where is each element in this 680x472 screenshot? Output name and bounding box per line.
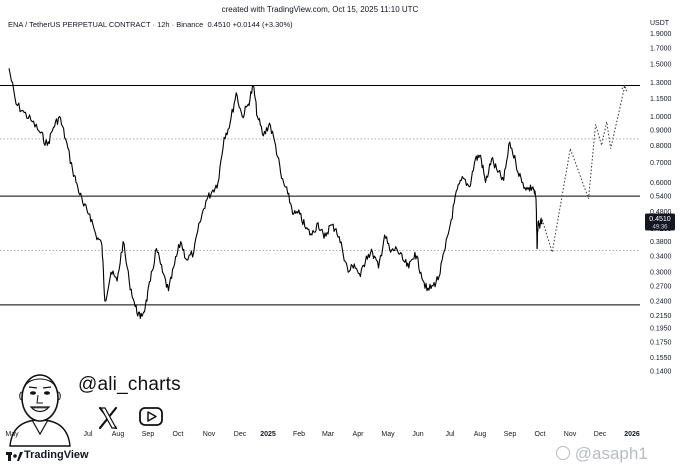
price-badge-value: 0.4510 [649,216,671,223]
y-tick-label: 0.3800 [650,239,672,246]
x-tick-label: Sep [504,431,517,438]
x-tick-label: Sep [142,431,155,438]
price-line [8,68,543,319]
youtube-play-icon[interactable] [139,407,163,426]
y-tick-label: 0.1750 [650,339,672,346]
x-tick-label: Dec [594,431,607,438]
x-tick-label: May [381,431,395,438]
projection-line [541,85,626,253]
x-tick-label: Nov [564,431,577,438]
y-tick-label: 1.7000 [650,45,672,52]
y-tick-label: 0.7000 [650,160,672,167]
time-axis: May Jul Aug Sep Oct Nov Dec 2025 Feb Mar Apr May Jun… [5,431,640,438]
y-tick-label: 1.5000 [650,61,672,68]
created-caption: created with TradingView.com, Oct 15, 20… [221,5,419,14]
projection-arrowhead [620,84,627,92]
price-badge-countdown: 49:36 [652,224,668,230]
tradingview-mark-icon [6,452,23,461]
x-tick-label: Oct [535,431,546,438]
x-tick-label: Nov [203,431,216,438]
y-tick-label: 0.2150 [650,313,672,320]
y-tick-label: 0.2400 [650,299,672,306]
watermark-label: @asaph1 [574,444,648,463]
symbol-line: ENA / TetherUS PERPETUAL CONTRACT · 12h … [8,20,204,29]
x-tick-label: 2025 [260,431,276,438]
y-tick-label: 0.1950 [650,325,672,332]
x-logo-icon[interactable] [98,406,118,430]
symbol-header: ENA / TetherUS PERPETUAL CONTRACT · 12h … [8,20,293,29]
x-tick-label: Apr [353,431,365,438]
x-tick-label: Feb [293,431,305,438]
x-tick-label: Aug [474,431,487,438]
x-tick-label: Jun [412,431,423,438]
x-tick-label: Jul [446,431,455,438]
x-tick-label: Aug [112,431,125,438]
x-tick-label: Dec [234,431,247,438]
avatar-illustration [9,374,71,447]
y-tick-label: 0.9000 [650,128,672,135]
y-tick-label: 0.1550 [650,355,672,362]
y-tick-label: 0.3000 [650,270,672,277]
y-tick-label: 0.2700 [650,283,672,290]
tradingview-logo: TradingView [24,449,89,461]
y-tick-label: 0.8000 [650,143,672,150]
horizontal-levels [0,84,640,306]
price-axis: 1.9000 1.7000 1.5000 1.3000 1.1500 1.0000 0.90… [650,31,672,375]
watermark-text: @asaph1 [556,444,648,464]
watermark-circle-icon [556,446,570,460]
x-tick-label: 2026 [624,431,640,438]
y-tick-label: 0.1400 [650,368,672,375]
y-tick-label: 0.5400 [650,194,672,201]
y-tick-label: 0.3400 [650,254,672,261]
x-tick-label: Oct [173,431,184,438]
y-tick-label: 0.4800 [650,209,672,216]
y-tick-label: 1.1500 [650,96,672,103]
price-badge [645,213,675,231]
price-change: +0.0144 (+3.30%) [232,20,293,29]
projection-series [541,84,627,253]
author-handle: @ali_charts [78,374,181,395]
last-price: 0.4510 [207,20,231,29]
y-tick-label: 1.9000 [650,31,672,38]
y-tick-label: 1.3000 [650,80,672,87]
axis-unit: USDT [650,20,670,27]
x-tick-label: Jul [84,431,93,438]
y-tick-label: 0.6000 [650,180,672,187]
y-tick-label: 1.0000 [650,114,672,121]
x-tick-label: Mar [322,431,335,438]
price-series [8,68,543,319]
